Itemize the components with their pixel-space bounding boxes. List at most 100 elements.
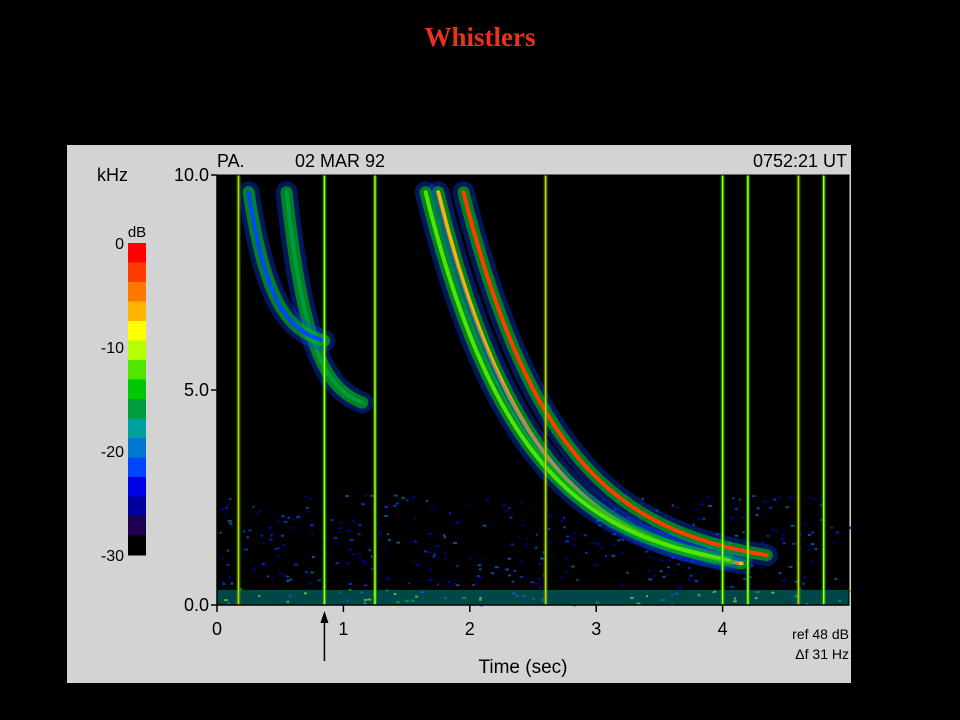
noise-speckle <box>351 520 354 522</box>
noise-speckle <box>399 499 401 501</box>
noise-speckle <box>259 510 262 512</box>
colorbar-cell <box>128 263 146 283</box>
noise-speckle <box>741 517 744 519</box>
noise-speckle <box>221 509 225 511</box>
noise-speckle <box>297 516 300 518</box>
noise-speckle <box>778 496 781 498</box>
noise-speckle <box>263 542 265 544</box>
noise-speckle <box>226 504 230 506</box>
noise-speckle <box>757 507 760 509</box>
noise-speckle <box>510 517 513 519</box>
noise-speckle <box>361 503 365 505</box>
noise-speckle <box>548 528 550 530</box>
noise-speckle <box>277 556 280 558</box>
noise-speckle <box>752 495 755 497</box>
noise-speckle <box>290 527 294 529</box>
noise-speckle <box>576 579 578 581</box>
colorbar-cell <box>128 536 146 556</box>
noise-speckle <box>229 523 232 525</box>
colorbar-cell <box>128 302 146 322</box>
noise-speckle <box>294 563 298 565</box>
header-station: PA. <box>217 151 245 171</box>
noise-speckle <box>291 518 293 520</box>
noise-speckle <box>679 586 683 588</box>
noise-speckle <box>281 535 284 537</box>
noise-speckle <box>792 543 796 545</box>
noise-speckle <box>433 553 436 555</box>
noise-speckle <box>505 510 508 512</box>
noise-speckle <box>453 542 457 544</box>
noise-speckle <box>522 525 524 527</box>
noise-speckle <box>386 578 390 580</box>
noise-speckle <box>696 581 699 583</box>
noise-speckle <box>290 579 292 581</box>
noise-speckle <box>536 534 538 536</box>
noise-speckle <box>444 551 446 553</box>
noise-speckle <box>645 551 648 553</box>
noise-speckle <box>508 558 512 560</box>
noise-speckle <box>764 501 767 503</box>
slide-title: Whistlers <box>0 22 960 53</box>
noise-speckle <box>549 541 551 543</box>
noise-speckle <box>269 527 272 529</box>
noise-speckle <box>556 562 558 564</box>
x-tick-label: 2 <box>465 619 475 639</box>
low-frequency-band <box>217 590 849 605</box>
noise-speckle <box>617 539 620 541</box>
noise-speckle <box>563 526 565 528</box>
noise-speckle <box>520 576 523 578</box>
colorbar-cell <box>128 516 146 536</box>
noise-speckle <box>688 579 690 581</box>
noise-speckle <box>443 536 446 538</box>
noise-speckle <box>378 567 381 569</box>
noise-speckle <box>394 495 397 497</box>
noise-speckle <box>648 578 652 580</box>
noise-speckle <box>228 577 231 579</box>
noise-speckle <box>318 579 322 581</box>
spectrogram-chart: PA. 02 MAR 92 0752:21 UTkHz0.05.010.00 1 2 3 4… <box>67 145 851 683</box>
y-axis-label: kHz <box>97 165 128 185</box>
noise-speckle <box>406 499 409 501</box>
noise-speckle <box>810 561 813 563</box>
y-tick-label: 10.0 <box>174 165 209 185</box>
colorbar-label: dB <box>128 224 146 241</box>
noise-speckle <box>573 532 576 534</box>
noise-speckle <box>304 496 307 498</box>
noise-speckle <box>408 582 410 584</box>
noise-speckle <box>339 531 341 533</box>
colorbar-cell <box>128 243 146 263</box>
noise-speckle <box>732 497 735 499</box>
noise-speckle <box>666 574 670 576</box>
noise-speckle <box>225 512 227 514</box>
noise-speckle <box>660 570 663 572</box>
noise-speckle <box>663 576 666 578</box>
noise-speckle <box>743 578 746 580</box>
noise-speckle <box>447 581 450 583</box>
noise-speckle <box>426 500 428 502</box>
noise-speckle <box>435 545 439 547</box>
noise-speckle <box>694 508 697 510</box>
noise-speckle <box>222 581 224 583</box>
noise-speckle <box>565 558 567 560</box>
noise-speckle <box>775 530 777 532</box>
noise-speckle <box>340 521 343 523</box>
colorbar-tick-label: -30 <box>101 548 124 565</box>
noise-speckle <box>364 584 367 586</box>
noise-speckle <box>229 498 231 500</box>
noise-speckle <box>495 566 499 568</box>
header-time: 0752:21 UT <box>753 151 847 171</box>
noise-speckle <box>779 572 782 574</box>
noise-speckle <box>468 503 471 505</box>
noise-speckle <box>387 533 389 535</box>
noise-speckle <box>726 514 728 516</box>
noise-speckle <box>520 561 523 563</box>
noise-speckle <box>742 531 744 533</box>
noise-speckle <box>826 572 828 574</box>
noise-speckle <box>244 549 248 551</box>
noise-speckle <box>789 497 793 499</box>
noise-speckle <box>783 542 786 544</box>
colorbar-cell <box>128 458 146 478</box>
noise-speckle <box>520 502 523 504</box>
noise-speckle <box>220 532 222 534</box>
noise-speckle <box>349 583 352 585</box>
